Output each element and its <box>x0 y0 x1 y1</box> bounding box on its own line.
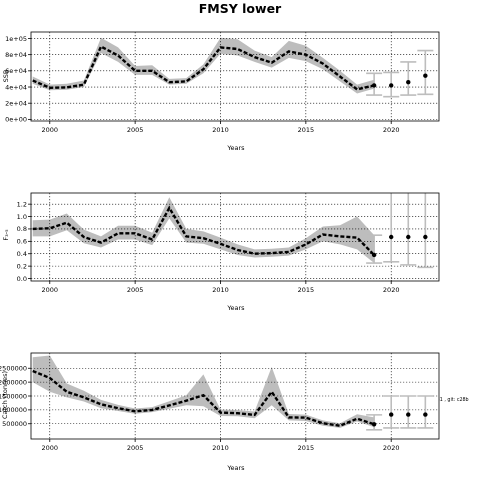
catch-xtick-label: 2000 <box>42 444 59 452</box>
catch-projection-point <box>423 412 428 417</box>
f-axes-frame <box>30 192 440 282</box>
ssb-xtick-label: 2000 <box>42 126 59 134</box>
panel-ssb: Years SSB 2000 2005 2010 2015 2020 0e+00 2e+04… <box>2 31 440 152</box>
figure-title: FMSY lower <box>199 1 282 16</box>
ssb-ytick-label: 0e+00 <box>5 116 27 124</box>
ssb-projection-point <box>371 83 377 88</box>
ssb-ytick-label: 4e+04 <box>5 83 27 91</box>
f-ytick-label: 0.0 <box>17 275 27 283</box>
f-xtick-label: 2015 <box>298 286 315 294</box>
ssb-xlabel: Years <box>226 144 245 152</box>
ssb-ytick-label: 6e+04 <box>5 67 27 75</box>
catch-ytick-label: 1500000 <box>0 392 27 400</box>
f-projection-point <box>423 234 428 240</box>
catch-ytick-label: 2500000 <box>0 365 27 373</box>
ssb-ylabel: SSB <box>2 70 10 83</box>
f-ytick-label: 0.4 <box>17 250 27 258</box>
f-xtick-label: 2010 <box>212 286 229 294</box>
f-ytick-label: 0.6 <box>17 238 27 246</box>
catch-xtick-label: 2010 <box>212 444 229 452</box>
ssb-series-line <box>32 44 375 91</box>
catch-ylabel: Catch (tonnes) <box>1 371 9 419</box>
ssb-ytick-label: 1e+05 <box>5 35 27 43</box>
catch-ytick-label: 1000000 <box>0 406 27 414</box>
f-projection-point <box>389 234 394 240</box>
ssb-xtick-label: 2015 <box>298 126 315 134</box>
catch-projection-point <box>389 412 394 417</box>
ssb-projection-point <box>406 79 411 85</box>
ssb-projection-point <box>423 73 428 78</box>
catch-projection-point <box>371 422 377 427</box>
panel-f: Years F₃-₅ 2000 2005 2010 2015 2020 0.0 0.2 0.4… <box>2 192 440 312</box>
f-xlabel: Years <box>226 304 245 312</box>
f-ytick-label: 0.2 <box>17 262 27 270</box>
f-ytick-label: 1.0 <box>17 213 27 221</box>
ssb-ytick-label: 2e+04 <box>5 100 27 108</box>
f-xtick-label: 2000 <box>42 286 59 294</box>
catch-series-line <box>32 369 375 427</box>
ssb-xtick-label: 2020 <box>383 126 400 134</box>
ssb-projection-point <box>389 83 394 88</box>
catch-xtick-label: 2005 <box>127 444 144 452</box>
ssb-xtick-label: 2010 <box>212 126 229 134</box>
f-xtick-label: 2020 <box>383 286 400 294</box>
catch-xtick-label: 2020 <box>383 444 400 452</box>
catch-xtick-label: 2015 <box>298 444 315 452</box>
f-ylabel: F₃-₅ <box>2 229 10 241</box>
f-ytick-label: 0.8 <box>17 225 27 233</box>
f-projection-point <box>371 252 377 258</box>
ssb-ytick-label: 8e+04 <box>5 51 27 59</box>
catch-xlabel: Years <box>226 464 245 472</box>
catch-projection-point <box>406 412 411 417</box>
f-projection-point <box>406 234 411 240</box>
f-xtick-label: 2005 <box>127 286 144 294</box>
catch-ytick-label: 500000 <box>2 420 27 428</box>
f-ytick-label: 1.2 <box>17 200 27 208</box>
catch-ytick-label: 2000000 <box>0 378 27 386</box>
ssb-xtick-label: 2005 <box>127 126 144 134</box>
ssb-axes-frame <box>30 31 440 122</box>
f-series-line <box>32 205 375 256</box>
panel-catch: Years Catch (tonnes) stockassessment.org… <box>0 352 469 472</box>
